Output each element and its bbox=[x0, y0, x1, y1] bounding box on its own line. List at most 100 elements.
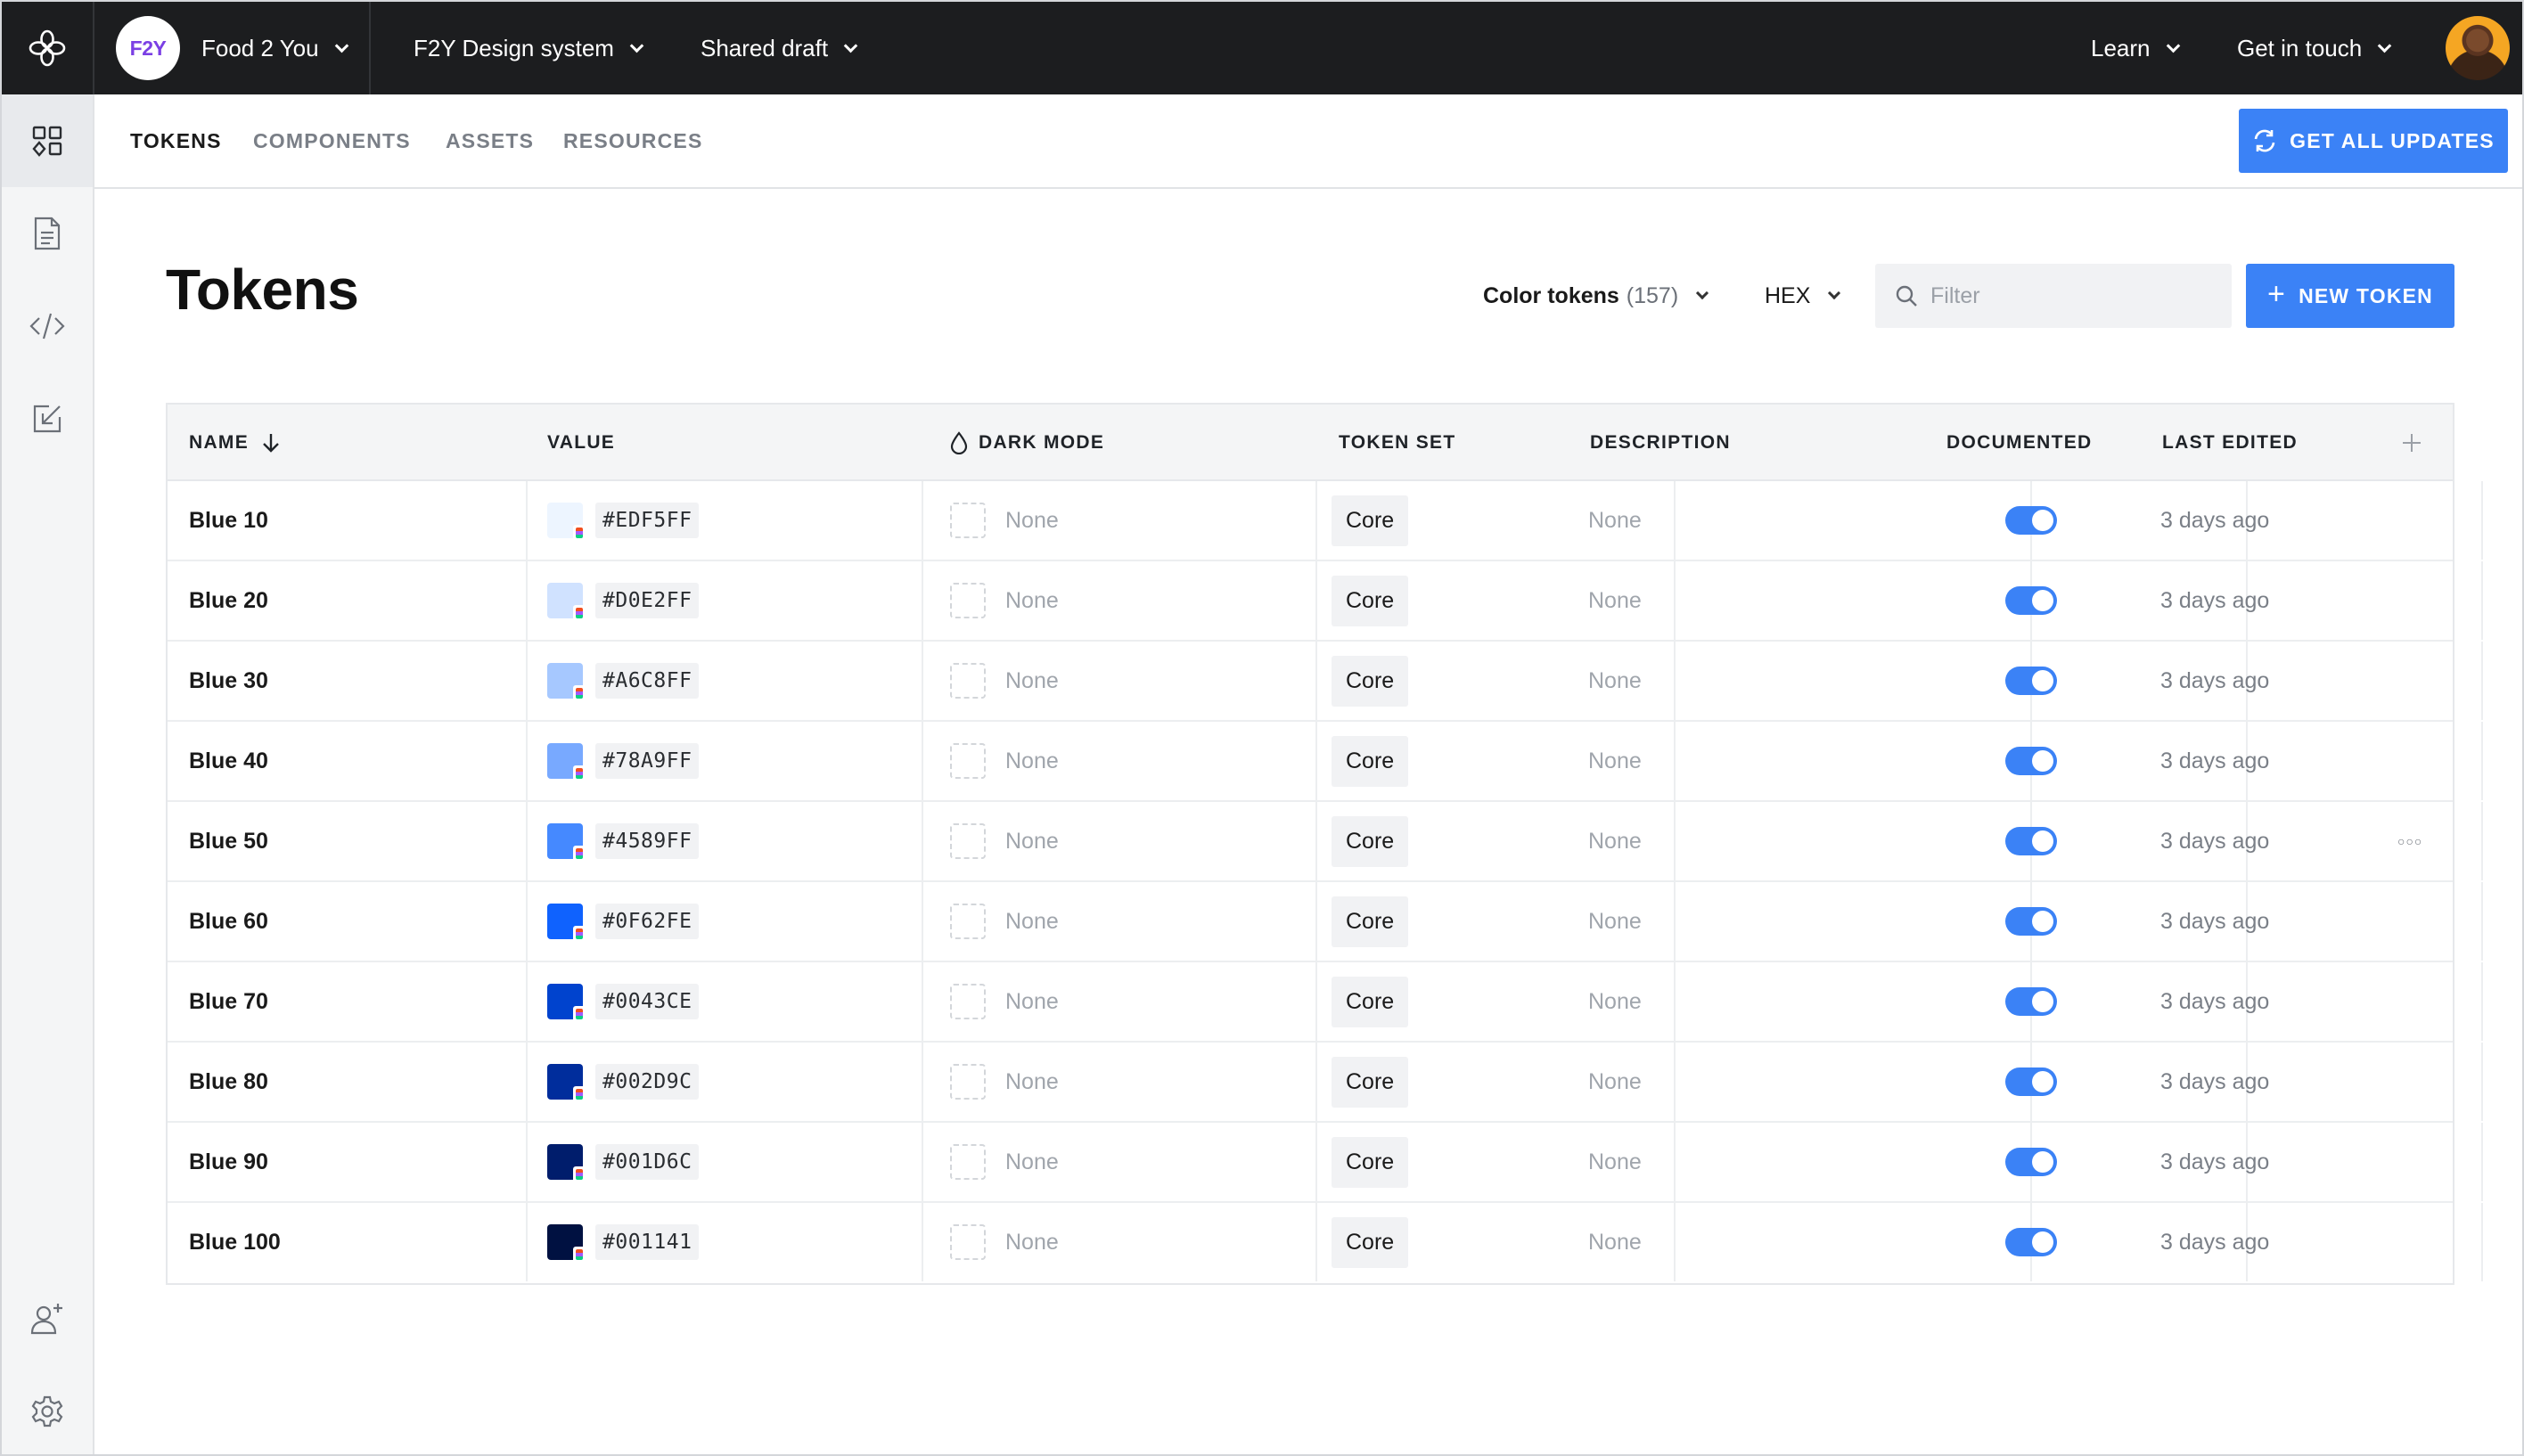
documented-toggle[interactable] bbox=[2005, 747, 2057, 775]
token-set-value[interactable]: Core bbox=[1332, 722, 1409, 800]
documented-toggle[interactable] bbox=[2005, 1148, 2057, 1176]
dark-mode-value[interactable]: None bbox=[950, 481, 1059, 560]
column-header-value[interactable]: VALUE bbox=[547, 432, 616, 453]
description-value[interactable]: None bbox=[1588, 1229, 1642, 1255]
dark-mode-value[interactable]: None bbox=[950, 1203, 1059, 1281]
token-set-value[interactable]: Core bbox=[1332, 561, 1409, 640]
token-value[interactable]: #002D9C bbox=[547, 1043, 700, 1121]
token-value[interactable]: #A6C8FF bbox=[547, 642, 700, 720]
dark-mode-value[interactable]: None bbox=[950, 802, 1059, 880]
token-set-value[interactable]: Core bbox=[1332, 1203, 1409, 1281]
description-value[interactable]: None bbox=[1588, 748, 1642, 773]
token-set-value[interactable]: Core bbox=[1332, 481, 1409, 560]
token-set-value[interactable]: Core bbox=[1332, 882, 1409, 961]
documented-toggle[interactable] bbox=[2005, 827, 2057, 855]
table-row[interactable]: Blue 40 #78A9FF None Core None 3 days ag… bbox=[168, 722, 2483, 802]
token-name[interactable]: Blue 70 bbox=[189, 988, 268, 1014]
learn-menu[interactable]: Learn bbox=[2091, 2, 2180, 94]
tab-tokens[interactable]: TOKENS bbox=[130, 128, 222, 152]
token-name[interactable]: Blue 20 bbox=[189, 587, 268, 613]
column-header-name[interactable]: NAME bbox=[189, 405, 281, 481]
token-name[interactable]: Blue 40 bbox=[189, 748, 268, 773]
token-value[interactable]: #78A9FF bbox=[547, 722, 700, 800]
rail-item-docs[interactable] bbox=[2, 187, 93, 280]
workspace-switcher[interactable]: F2Y Food 2 You bbox=[116, 2, 348, 94]
token-set-value[interactable]: Core bbox=[1332, 802, 1409, 880]
column-header-dark-mode[interactable]: DARK MODE bbox=[950, 405, 1104, 481]
dark-mode-value[interactable]: None bbox=[950, 561, 1059, 640]
table-row[interactable]: Blue 80 #002D9C None Core None 3 days ag… bbox=[168, 1043, 2483, 1123]
token-name[interactable]: Blue 10 bbox=[189, 507, 268, 533]
get-all-updates-button[interactable]: GET ALL UPDATES bbox=[2239, 109, 2508, 173]
rail-item-tokens[interactable] bbox=[2, 94, 93, 187]
table-row[interactable]: Blue 20 #D0E2FF None Core None 3 days ag… bbox=[168, 561, 2483, 642]
token-value[interactable]: #001141 bbox=[547, 1203, 700, 1281]
tab-components[interactable]: COMPONENTS bbox=[253, 128, 411, 152]
column-header-documented[interactable]: DOCUMENTED bbox=[1946, 432, 2093, 453]
description-value[interactable]: None bbox=[1588, 1149, 1642, 1174]
documented-toggle[interactable] bbox=[2005, 1067, 2057, 1096]
project-switcher[interactable]: F2Y Design system bbox=[414, 2, 644, 94]
token-value[interactable]: #0043CE bbox=[547, 962, 700, 1041]
description-value[interactable]: None bbox=[1588, 1068, 1642, 1094]
new-token-button[interactable]: + NEW TOKEN bbox=[2246, 264, 2454, 328]
table-row[interactable]: Blue 60 #0F62FE None Core None 3 days ag… bbox=[168, 882, 2483, 962]
table-row[interactable]: Blue 30 #A6C8FF None Core None 3 days ag… bbox=[168, 642, 2483, 722]
token-value[interactable]: #EDF5FF bbox=[547, 481, 700, 560]
column-header-last-edited[interactable]: LAST EDITED bbox=[2162, 432, 2298, 453]
format-select[interactable]: HEX bbox=[1765, 264, 1841, 328]
token-value[interactable]: #001D6C bbox=[547, 1123, 700, 1201]
tab-assets[interactable]: ASSETS bbox=[446, 128, 535, 152]
contact-menu[interactable]: Get in touch bbox=[2237, 2, 2392, 94]
documented-toggle[interactable] bbox=[2005, 987, 2057, 1016]
user-avatar[interactable] bbox=[2446, 16, 2510, 80]
rail-item-settings[interactable] bbox=[2, 1365, 93, 1454]
description-value[interactable]: None bbox=[1588, 828, 1642, 854]
table-row[interactable]: Blue 10 #EDF5FF None Core None 3 days ag… bbox=[168, 481, 2483, 561]
rail-item-invite[interactable] bbox=[2, 1272, 93, 1365]
add-column-button[interactable] bbox=[2401, 405, 2422, 481]
description-value[interactable]: None bbox=[1588, 667, 1642, 693]
description-value[interactable]: None bbox=[1588, 988, 1642, 1014]
token-name[interactable]: Blue 90 bbox=[189, 1149, 268, 1174]
documented-toggle[interactable] bbox=[2005, 667, 2057, 695]
description-value[interactable]: None bbox=[1588, 908, 1642, 934]
token-name[interactable]: Blue 80 bbox=[189, 1068, 268, 1094]
app-logo-button[interactable] bbox=[2, 2, 94, 94]
token-set-value[interactable]: Core bbox=[1332, 1043, 1409, 1121]
description-value[interactable]: None bbox=[1588, 587, 1642, 613]
token-name[interactable]: Blue 100 bbox=[189, 1229, 281, 1255]
dark-mode-value[interactable]: None bbox=[950, 962, 1059, 1041]
column-header-description[interactable]: DESCRIPTION bbox=[1590, 432, 1731, 453]
dark-mode-value[interactable]: None bbox=[950, 722, 1059, 800]
token-set-value[interactable]: Core bbox=[1332, 1123, 1409, 1201]
documented-toggle[interactable] bbox=[2005, 1228, 2057, 1256]
dark-mode-value[interactable]: None bbox=[950, 1043, 1059, 1121]
token-value[interactable]: #4589FF bbox=[547, 802, 700, 880]
table-row[interactable]: Blue 90 #001D6C None Core None 3 days ag… bbox=[168, 1123, 2483, 1203]
rail-item-code[interactable] bbox=[2, 280, 93, 372]
documented-toggle[interactable] bbox=[2005, 907, 2057, 936]
dark-mode-value[interactable]: None bbox=[950, 1123, 1059, 1201]
token-name[interactable]: Blue 30 bbox=[189, 667, 268, 693]
token-value[interactable]: #D0E2FF bbox=[547, 561, 700, 640]
token-type-select[interactable]: Color tokens (157) bbox=[1483, 264, 1709, 328]
rail-item-import[interactable] bbox=[2, 372, 93, 465]
token-name[interactable]: Blue 50 bbox=[189, 828, 268, 854]
dark-mode-value[interactable]: None bbox=[950, 642, 1059, 720]
documented-toggle[interactable] bbox=[2005, 586, 2057, 615]
filter-field[interactable] bbox=[1875, 264, 2232, 328]
table-row[interactable]: Blue 100 #001141 None Core None 3 days a… bbox=[168, 1203, 2483, 1283]
dark-mode-value[interactable]: None bbox=[950, 882, 1059, 961]
table-row[interactable]: Blue 50 #4589FF None Core None 3 days ag… bbox=[168, 802, 2483, 882]
token-set-value[interactable]: Core bbox=[1332, 962, 1409, 1041]
filter-input[interactable] bbox=[1930, 282, 2216, 309]
token-name[interactable]: Blue 60 bbox=[189, 908, 268, 934]
token-set-value[interactable]: Core bbox=[1332, 642, 1409, 720]
row-more-button[interactable]: ○○○ bbox=[2397, 802, 2422, 880]
description-value[interactable]: None bbox=[1588, 507, 1642, 533]
table-row[interactable]: Blue 70 #0043CE None Core None 3 days ag… bbox=[168, 962, 2483, 1043]
branch-switcher[interactable]: Shared draft bbox=[701, 2, 858, 94]
column-header-token-set[interactable]: TOKEN SET bbox=[1339, 432, 1456, 453]
documented-toggle[interactable] bbox=[2005, 506, 2057, 535]
